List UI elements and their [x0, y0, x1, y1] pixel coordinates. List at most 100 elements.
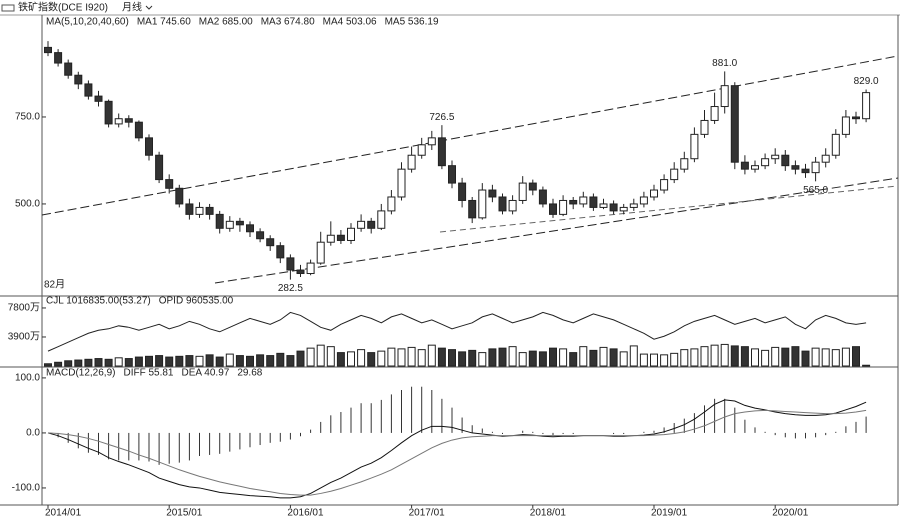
instrument-title[interactable]: 铁矿指数(DCE I920): [18, 1, 108, 14]
indicator-label: OPID 960535.00: [159, 296, 234, 307]
volume-bar: [852, 346, 860, 367]
candle-body: [104, 100, 113, 125]
volume-bar: [225, 353, 234, 367]
candle-body: [852, 116, 860, 120]
volume-bar: [44, 363, 52, 367]
volume-bar: [589, 349, 598, 367]
volume-bar: [730, 345, 739, 367]
y-tick-label: 3900万: [8, 332, 40, 343]
volume-bar: [124, 358, 133, 367]
window-icon: [1, 4, 15, 12]
volume-bar: [831, 349, 840, 367]
indicator-label: CJL 1016835.00(53.27): [46, 296, 151, 307]
candle-body: [155, 154, 164, 181]
candle-body: [569, 199, 578, 205]
candle-body: [175, 187, 184, 205]
volume-bar: [266, 355, 275, 367]
y-tick-label: -100.0: [12, 483, 41, 494]
volume-bar: [761, 349, 770, 367]
candle-body: [619, 206, 628, 212]
volume-bar: [357, 349, 366, 367]
candle-body: [559, 199, 568, 215]
x-tick-label: 2020/01: [772, 508, 809, 519]
volume-bar: [801, 350, 810, 367]
candle-body: [710, 106, 719, 121]
candle-body: [579, 196, 588, 205]
candle-body: [54, 52, 63, 64]
x-tick-label: 2015/01: [166, 508, 203, 519]
candle-body: [639, 196, 648, 205]
candle-body: [387, 196, 396, 212]
candle-body: [761, 158, 770, 167]
candle-body: [124, 118, 133, 123]
volume-bar: [650, 353, 658, 367]
volume-bar: [538, 351, 547, 367]
open-interest-line: [47, 311, 867, 352]
volume-bar: [599, 346, 608, 367]
candle-body: [660, 179, 669, 191]
indicator-label: MA3 674.80: [261, 17, 315, 28]
volume-bar: [185, 355, 194, 367]
candle-body: [458, 182, 467, 201]
volume-bar: [660, 354, 669, 367]
volume-bar: [771, 346, 780, 367]
candle-body: [488, 189, 497, 198]
volume-bar: [397, 348, 406, 367]
candle-body: [740, 161, 749, 170]
volume-bar: [781, 347, 790, 367]
candle-body: [266, 238, 275, 247]
candle-body: [427, 137, 436, 146]
volume-bar: [579, 346, 588, 367]
volume-bar: [478, 352, 487, 367]
candle-body: [518, 182, 527, 201]
volume-bar: [104, 358, 113, 367]
extreme-label: 829.0: [854, 76, 879, 87]
volume-bar: [690, 348, 699, 367]
volume-bar: [528, 350, 537, 367]
candle-body: [841, 116, 850, 135]
indicator-label: DIFF 55.81: [123, 368, 173, 379]
candle-body: [357, 220, 366, 229]
volume-bar: [54, 361, 63, 367]
candle-body: [508, 199, 517, 212]
candle-body: [205, 206, 214, 215]
volume-bar: [276, 352, 285, 367]
candle-body: [589, 196, 598, 208]
candle-body: [700, 119, 709, 135]
channel-line: [41, 55, 899, 216]
volume-bar: [791, 346, 800, 367]
volume-bar: [145, 355, 153, 367]
volume-bar: [821, 348, 830, 367]
candle-body: [831, 133, 840, 156]
candle-body: [609, 203, 618, 212]
candle-body: [134, 121, 143, 139]
y-tick-label: 750.0: [15, 112, 40, 123]
indicator-label: MA5 536.19: [385, 17, 439, 28]
indicator-label: MA2 685.00: [199, 17, 253, 28]
volume-bar: [468, 349, 477, 367]
indicator-label: MA4 503.06: [323, 17, 377, 28]
volume-bar: [326, 346, 335, 367]
volume-bar: [336, 352, 345, 367]
candle-body: [114, 118, 123, 125]
candle-body: [235, 220, 244, 226]
period-dropdown[interactable]: [145, 5, 153, 10]
volume-bar: [740, 346, 749, 367]
volume-bar: [619, 351, 628, 367]
candle-body: [650, 189, 658, 198]
volume-bar: [437, 347, 446, 367]
volume-bar: [609, 348, 618, 367]
candle-body: [811, 161, 820, 174]
indicator-label: DEA 40.97: [182, 368, 230, 379]
candle-body: [246, 224, 254, 233]
candle-body: [791, 165, 800, 170]
candle-body: [276, 245, 285, 259]
candle-body: [801, 168, 810, 174]
volume-bar: [508, 346, 517, 367]
volume-bar: [165, 356, 174, 367]
period-label[interactable]: 月线: [122, 1, 142, 14]
volume-bar: [710, 344, 719, 367]
candle-body: [771, 154, 780, 160]
volume-bar: [347, 351, 355, 367]
volume-bar: [316, 344, 325, 367]
